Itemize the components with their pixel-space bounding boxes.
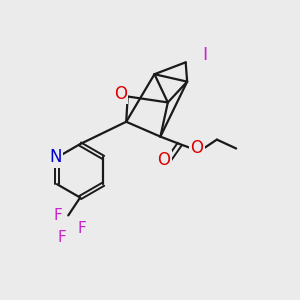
Text: F: F: [53, 208, 62, 223]
Text: O: O: [158, 152, 170, 169]
Text: O: O: [190, 139, 203, 157]
Text: I: I: [202, 46, 208, 64]
Text: F: F: [77, 221, 86, 236]
Text: F: F: [58, 230, 67, 245]
Text: O: O: [114, 85, 127, 103]
Text: N: N: [49, 148, 62, 166]
